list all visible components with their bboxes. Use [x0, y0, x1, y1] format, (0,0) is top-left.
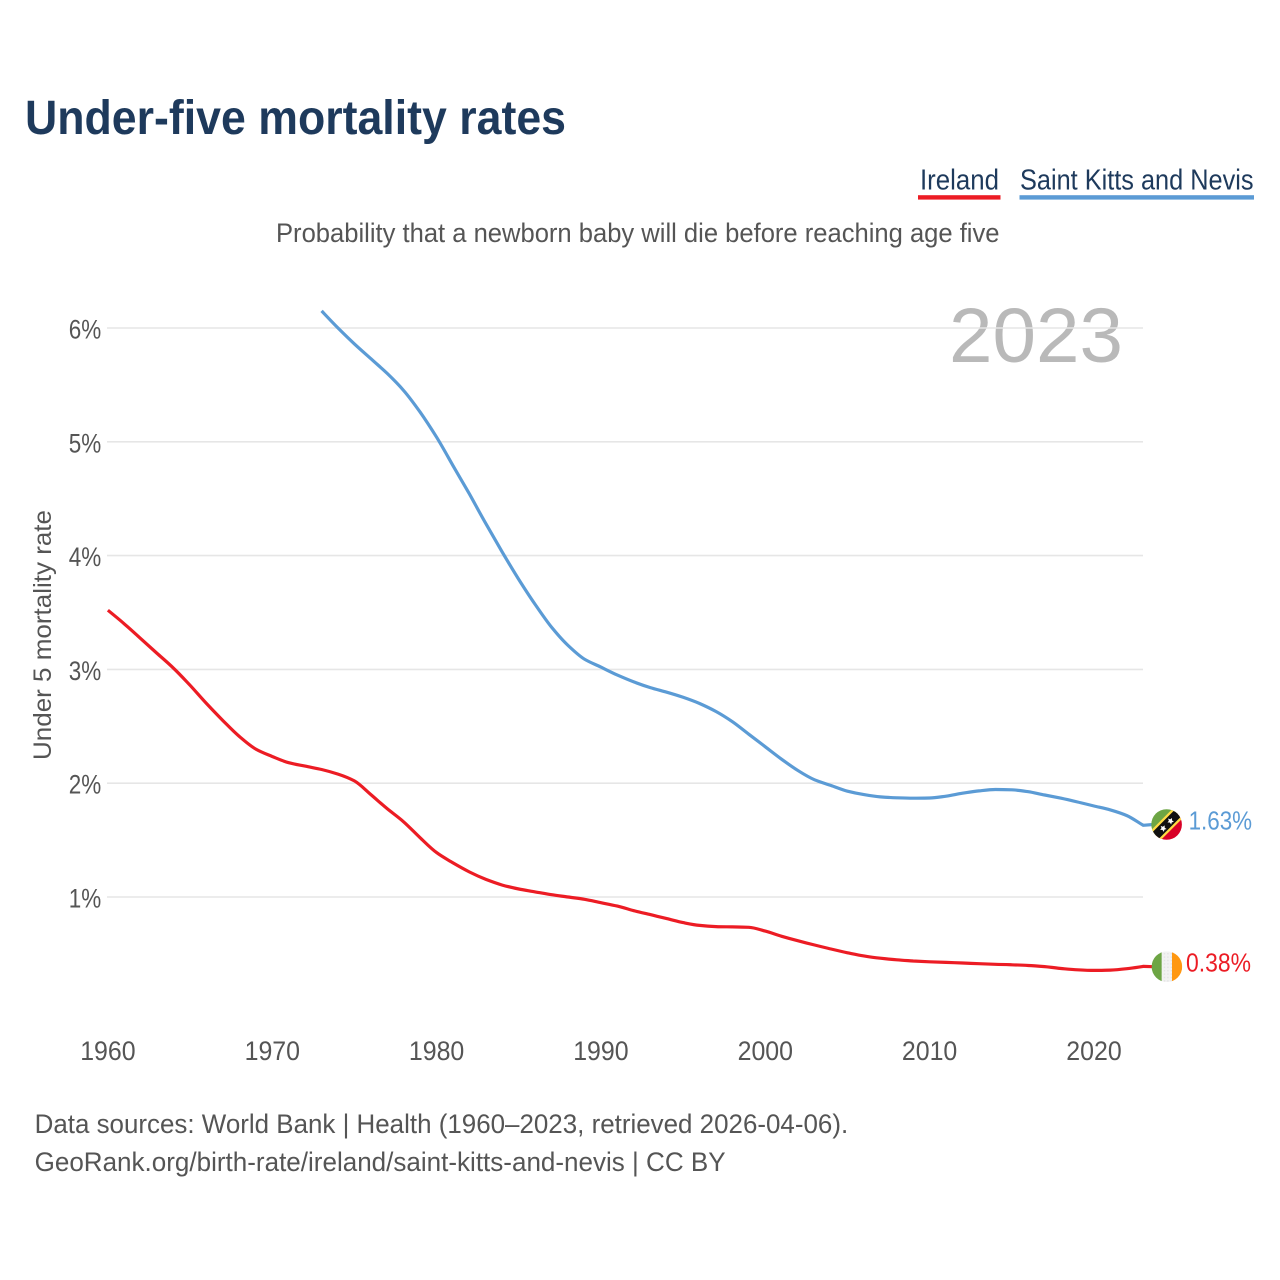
svg-text:2020: 2020 — [1066, 1036, 1121, 1066]
svg-text:Saint Kitts and Nevis: Saint Kitts and Nevis — [1020, 165, 1254, 197]
svg-text:1960: 1960 — [80, 1036, 135, 1066]
svg-text:2000: 2000 — [738, 1036, 793, 1066]
svg-text:1.63%: 1.63% — [1189, 806, 1253, 836]
svg-text:6%: 6% — [69, 315, 102, 345]
svg-text:Ireland: Ireland — [920, 165, 999, 197]
svg-text:Under 5 mortality rate: Under 5 mortality rate — [29, 510, 57, 760]
svg-text:1970: 1970 — [245, 1036, 300, 1066]
svg-text:GeoRank.org/birth-rate/ireland: GeoRank.org/birth-rate/ireland/saint-kit… — [35, 1147, 726, 1177]
svg-text:1980: 1980 — [409, 1036, 464, 1066]
svg-text:2%: 2% — [69, 770, 102, 800]
svg-text:0.38%: 0.38% — [1186, 947, 1251, 977]
svg-text:5%: 5% — [69, 428, 102, 458]
svg-text:Under-five mortality rates: Under-five mortality rates — [25, 92, 566, 145]
svg-text:1990: 1990 — [573, 1036, 628, 1066]
svg-text:2010: 2010 — [902, 1036, 957, 1066]
svg-text:Probability that a newborn bab: Probability that a newborn baby will die… — [276, 218, 1000, 248]
svg-text:3%: 3% — [69, 656, 102, 686]
svg-text:Data sources: World Bank | Hea: Data sources: World Bank | Health (1960–… — [35, 1109, 849, 1139]
svg-text:2023: 2023 — [949, 293, 1123, 379]
svg-text:4%: 4% — [69, 542, 102, 572]
svg-text:1%: 1% — [69, 884, 102, 914]
